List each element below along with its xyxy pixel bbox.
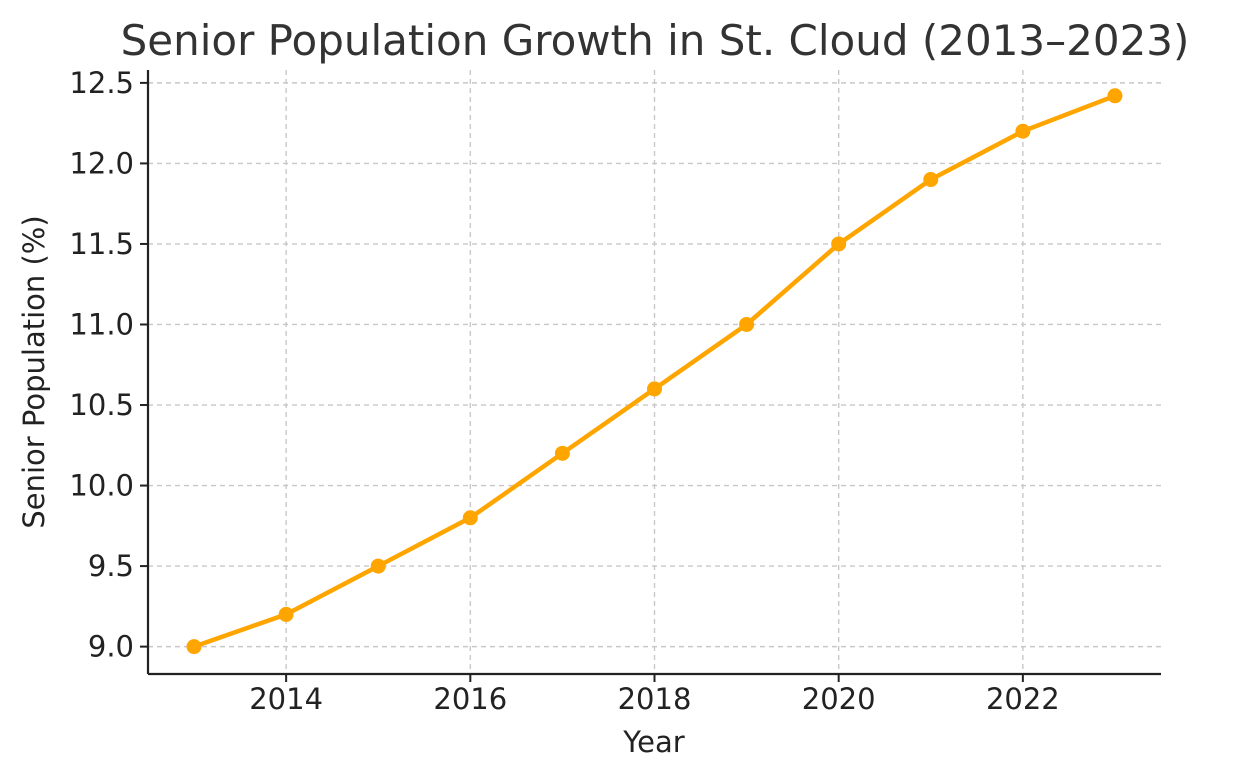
x-tick-label: 2020 <box>802 682 876 716</box>
data-point <box>923 172 939 188</box>
x-tick-label: 2016 <box>433 682 507 716</box>
data-point <box>370 558 386 574</box>
data-point <box>278 606 294 622</box>
data-point <box>1015 123 1031 139</box>
series <box>186 88 1123 655</box>
y-tick-label: 11.0 <box>69 307 134 341</box>
data-point <box>739 316 755 332</box>
x-axis-label: Year <box>622 725 684 759</box>
chart-title: Senior Population Growth in St. Cloud (2… <box>121 16 1190 65</box>
data-point <box>186 639 202 655</box>
y-axis-label: Senior Population (%) <box>17 215 51 528</box>
tick-labels: 9.0 9.5 10.0 10.5 11.0 11.5 12.0 12.5 2014 2016 20… <box>69 66 1059 716</box>
data-point <box>1107 88 1123 104</box>
y-tick-label: 10.5 <box>69 388 134 422</box>
y-tick-label: 9.5 <box>88 549 134 583</box>
grid-lines <box>148 70 1161 674</box>
y-tick-label: 10.0 <box>69 469 134 503</box>
y-tick-label: 12.0 <box>69 146 134 180</box>
y-tick-label: 12.5 <box>69 66 134 100</box>
x-tick-label: 2022 <box>986 682 1060 716</box>
data-point <box>554 445 570 461</box>
x-tick-label: 2018 <box>618 682 692 716</box>
data-point <box>831 236 847 252</box>
y-tick-label: 9.0 <box>88 630 134 664</box>
y-tick-label: 11.5 <box>69 227 134 261</box>
data-point <box>462 510 478 526</box>
data-point <box>647 381 662 397</box>
x-tick-label: 2014 <box>249 682 323 716</box>
